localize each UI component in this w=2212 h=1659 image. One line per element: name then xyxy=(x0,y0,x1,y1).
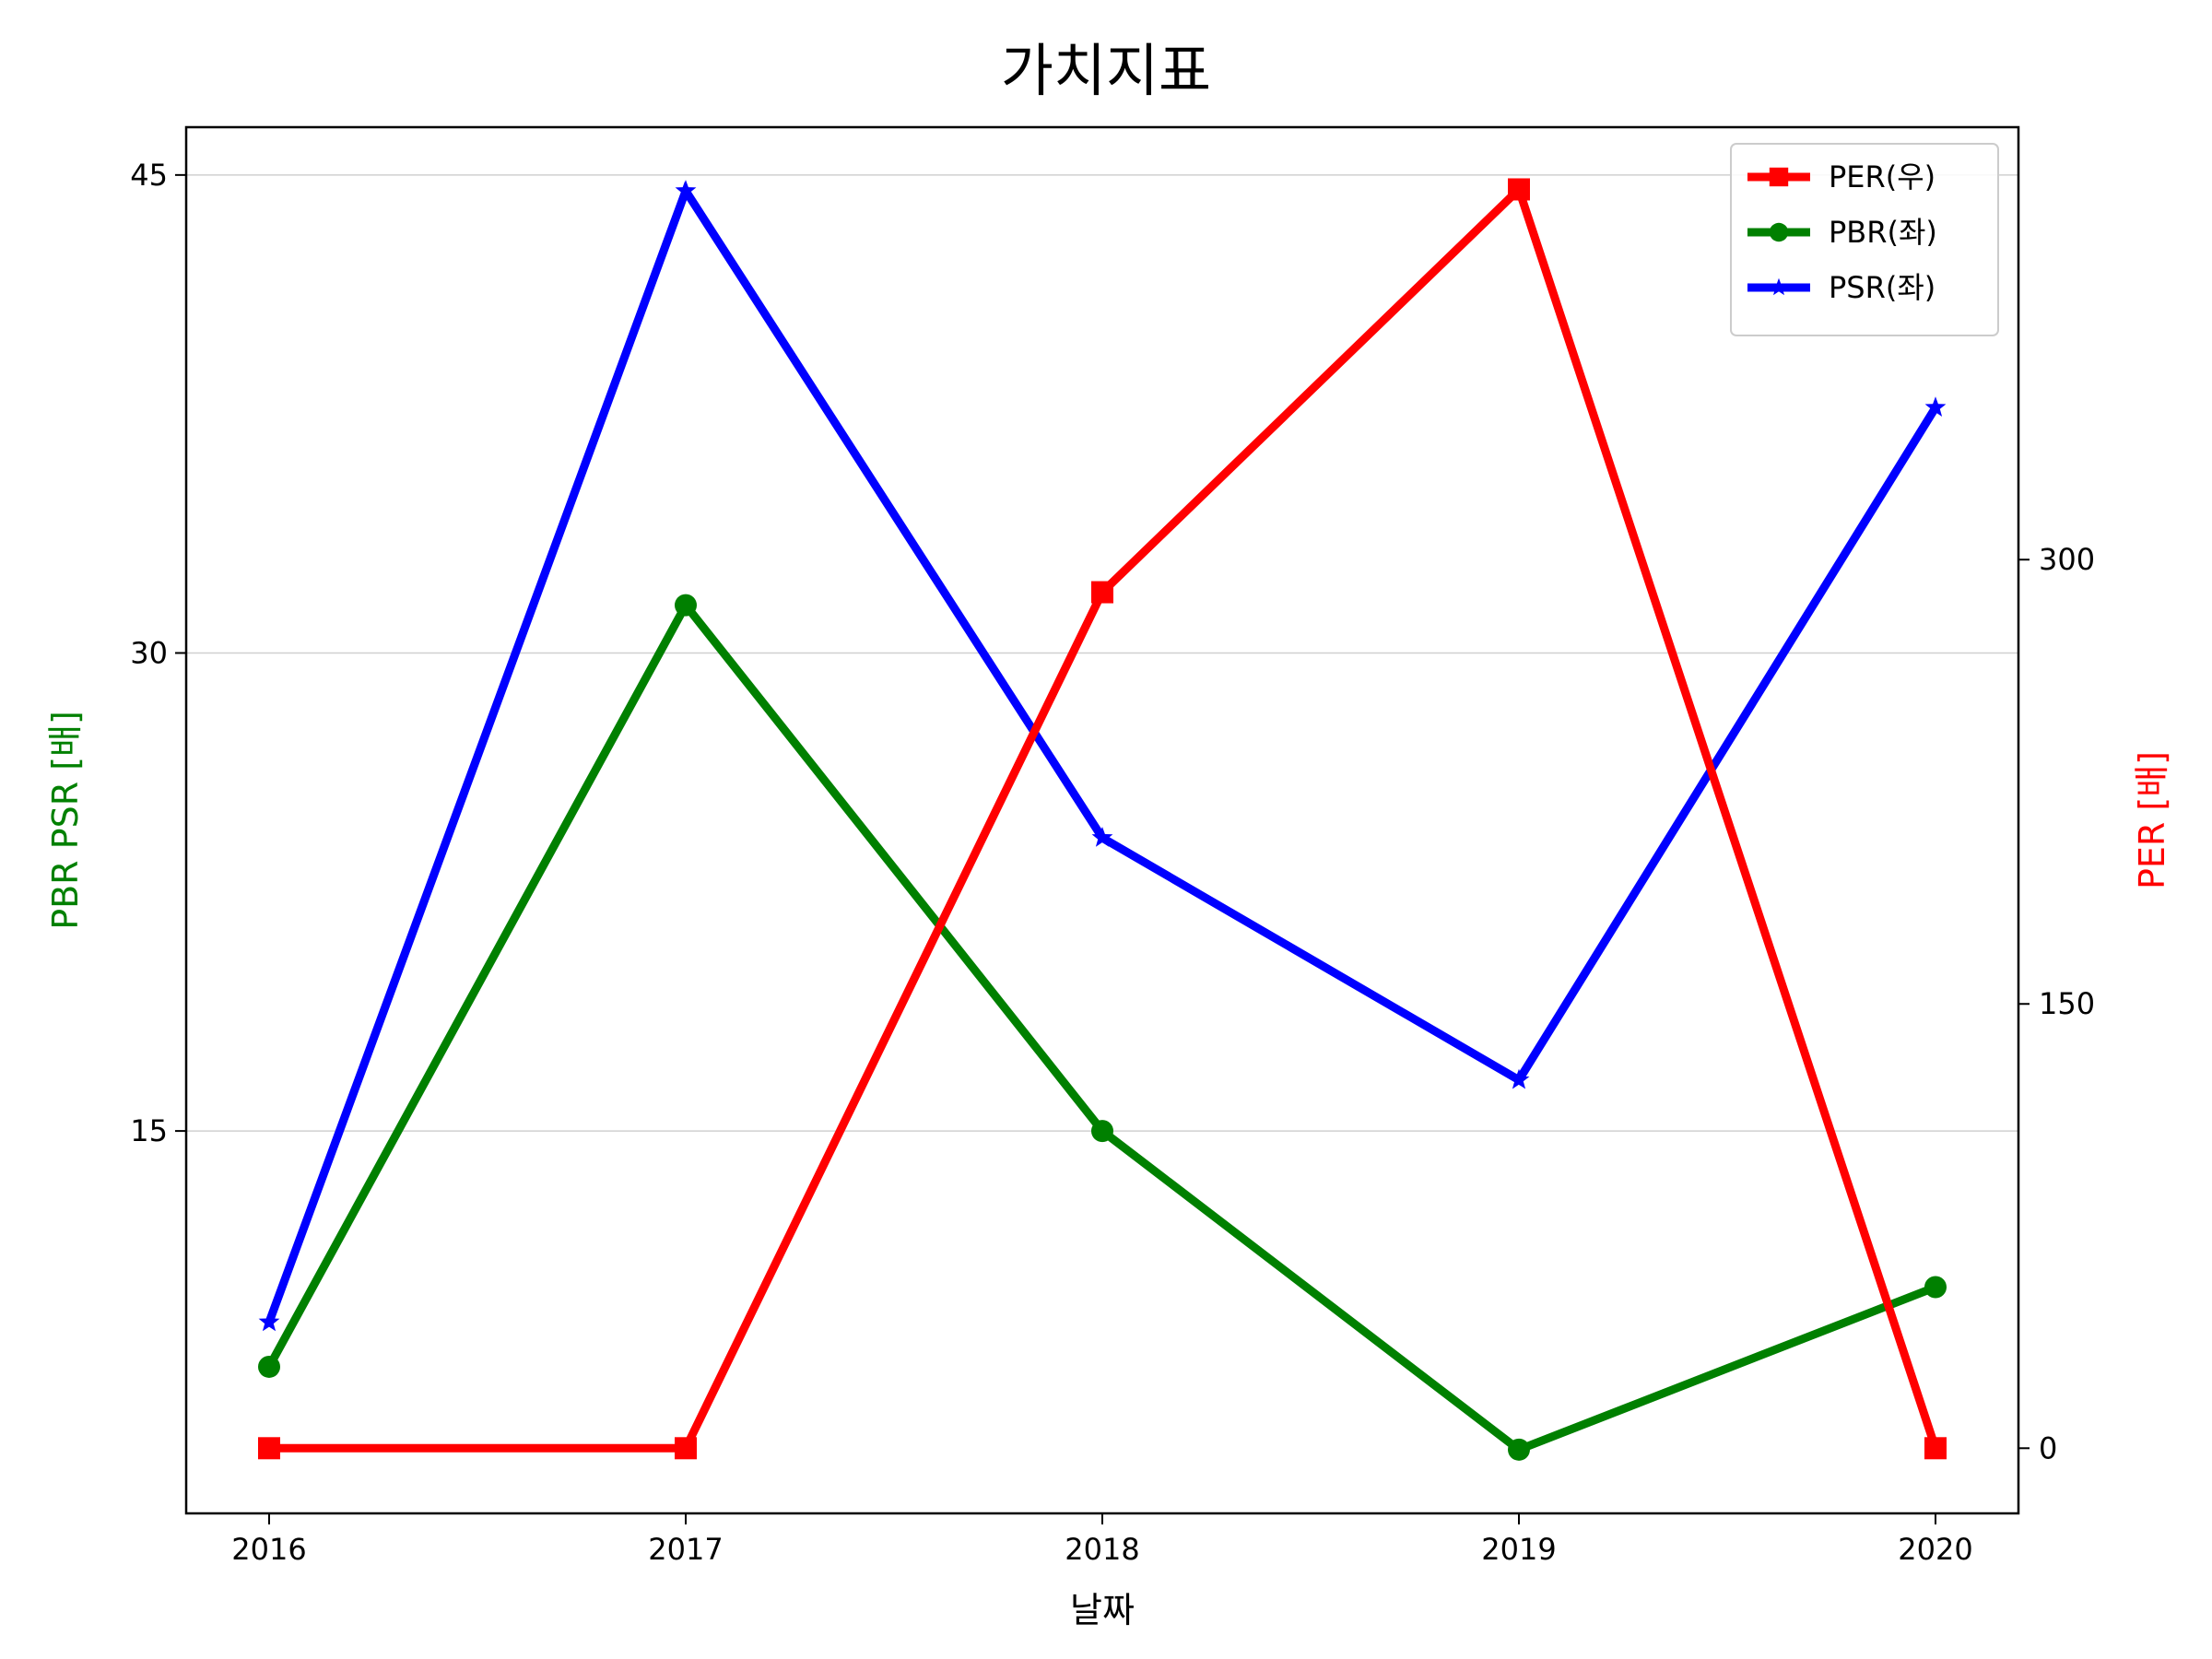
legend-label: PER(우) xyxy=(1829,159,1936,194)
x-tick-label: 2019 xyxy=(1481,1532,1556,1567)
data-point xyxy=(258,1311,280,1332)
series-PBR(좌) xyxy=(258,594,1947,1461)
chart-title: 가치지표 xyxy=(1001,37,1211,104)
legend-item: PER(우) xyxy=(1747,159,1936,194)
series-line xyxy=(265,182,1939,1324)
legend-label: PSR(좌) xyxy=(1829,270,1936,305)
data-point xyxy=(1924,396,1947,417)
data-point xyxy=(1508,1438,1530,1461)
series-line xyxy=(265,597,1937,1455)
legend: PER(우) PBR(좌) PSR(좌) xyxy=(1730,143,1999,336)
legend-marker xyxy=(1769,167,1789,187)
x-tick-label: 2018 xyxy=(1065,1532,1139,1567)
data-point xyxy=(1508,1068,1530,1089)
data-point xyxy=(1508,178,1530,201)
series-PER(우) xyxy=(258,178,1947,1460)
series-layer xyxy=(258,178,1947,1461)
y-axis-left-title: PBR PSR [배] xyxy=(45,711,86,930)
x-tick-label: 2020 xyxy=(1898,1532,1972,1567)
legend-marker xyxy=(1770,277,1788,296)
data-point xyxy=(1924,1437,1947,1460)
x-axis-title: 날짜 xyxy=(1070,1590,1135,1630)
y-right-tick-label: 0 xyxy=(2039,1430,2057,1465)
y-right-tick-label: 150 xyxy=(2039,986,2095,1021)
x-tick-label: 2016 xyxy=(231,1532,306,1567)
axes: 15 30 45 0 150 300 2016 2017 2018 2019 2020 xyxy=(130,158,2095,1567)
data-point xyxy=(1924,1276,1947,1299)
y-left-tick-label: 15 xyxy=(130,1113,168,1148)
x-tick-label: 2017 xyxy=(648,1532,723,1567)
data-point xyxy=(1091,581,1113,604)
series-PSR(좌) xyxy=(258,180,1947,1332)
legend-item: PBR(좌) xyxy=(1747,215,1937,250)
data-point xyxy=(258,1355,280,1378)
y-left-tick-label: 30 xyxy=(130,635,168,670)
y-left-tick-label: 45 xyxy=(130,158,168,193)
data-point xyxy=(675,594,697,617)
y-axis-right-title: PER [배] xyxy=(2132,751,2172,889)
data-point xyxy=(675,180,697,200)
data-point xyxy=(1091,827,1113,847)
data-point xyxy=(675,1437,697,1460)
data-point xyxy=(1091,1120,1113,1143)
legend-label: PBR(좌) xyxy=(1829,215,1937,250)
legend-marker xyxy=(1769,222,1789,242)
legend-item: PSR(좌) xyxy=(1747,270,1936,305)
data-point xyxy=(258,1437,280,1460)
y-right-tick-label: 300 xyxy=(2039,542,2095,577)
